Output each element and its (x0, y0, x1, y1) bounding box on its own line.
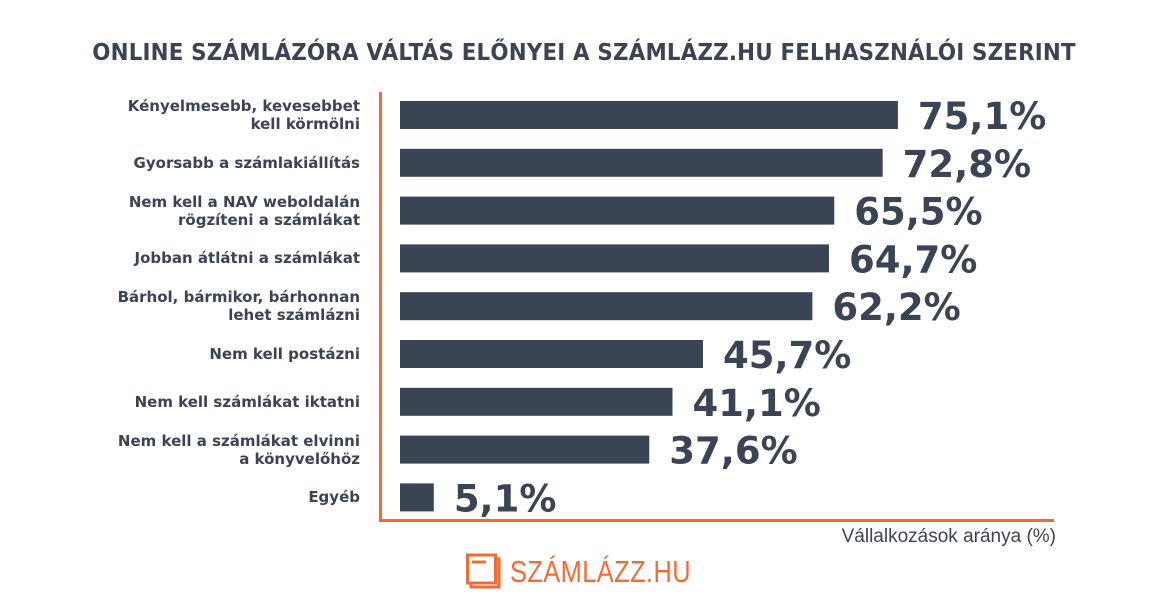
category-label: Nem kell postázni (209, 345, 360, 363)
category-label: Gyorsabb a számlakiállítás (133, 153, 360, 172)
chart-title: ONLINE SZÁMLÁZÓRA VÁLTÁS ELŐNYEI A SZÁML… (92, 40, 1076, 66)
x-axis-title: Vállalkozások aránya (%) (841, 526, 1056, 547)
category-label: Bárhol, bármikor, bárhonnan lehet számlá… (117, 288, 360, 325)
bar (400, 292, 813, 321)
category-label: Nem kell számlákat iktatni (134, 392, 360, 411)
value-label: 37,6% (669, 430, 797, 473)
category-label: Nem kell a számlákat elvinni a könyvelőh… (117, 431, 360, 468)
bars-group (400, 101, 898, 512)
invoice-stack-icon (466, 553, 501, 589)
category-label: Jobban átlátni a számlákat (134, 249, 360, 268)
value-label: 5,1% (454, 477, 557, 520)
value-label: 65,5% (854, 191, 982, 234)
bar (400, 244, 829, 273)
category-label: Nem kell a NAV weboldalán rögzíteni a sz… (128, 192, 360, 229)
bar (400, 340, 703, 368)
value-label: 45,7% (723, 334, 851, 377)
bar (400, 148, 883, 177)
value-label: 62,2% (832, 286, 960, 329)
bar (400, 101, 898, 129)
brand-logo: SZÁMLÁZZ.HU (466, 552, 731, 592)
value-label: 75,1% (918, 95, 1046, 138)
value-labels-group: 75,1% 72,8% 65,5%64,7% 62,2% 45,7% 41,1% 37,6%… (454, 95, 1046, 520)
value-label: 41,1% (692, 382, 820, 425)
value-label: 72,8% (903, 143, 1031, 186)
value-label: 64,7% (849, 238, 977, 281)
bar (400, 387, 673, 416)
brand-name: SZÁMLÁZZ.HU (510, 554, 692, 589)
category-label: Kényelmesebb, kevesebbet kell körmölni (127, 97, 360, 133)
bar (400, 483, 434, 512)
category-label: Egyéb (308, 488, 360, 507)
bar (400, 196, 835, 225)
bar (400, 435, 650, 464)
